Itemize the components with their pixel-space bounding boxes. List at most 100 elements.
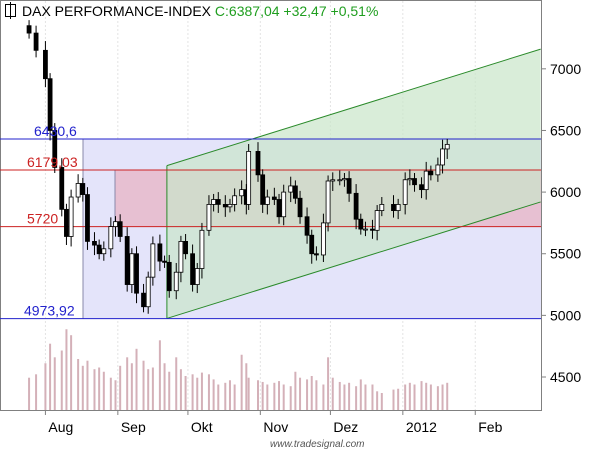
y-tick-label: 4500 [550,369,581,385]
volume-bar [151,367,154,410]
volume-bar [49,343,52,410]
candle-body [363,228,368,231]
volume-bar [158,340,161,410]
price-level-label: 4973,92 [24,303,75,319]
volume-bar [233,384,236,410]
candle-body [325,180,331,224]
volume-bar [343,384,346,410]
volume-bar [273,382,276,410]
volume-bar [200,372,203,410]
volume-bar [126,357,129,410]
candle-body [435,164,441,176]
volume-bar [429,384,432,410]
volume-bar [114,380,117,410]
y-tick-label: 5500 [550,246,581,262]
volume-bar [436,386,439,410]
volume-bar [331,377,334,410]
volume-bar [207,374,210,410]
candle-body [183,241,188,255]
candle-body [374,210,380,231]
volume-bar [355,386,358,410]
candle-body [194,268,200,285]
volume-bar [60,350,63,410]
candle-body [52,130,58,168]
volume-bar [191,374,194,410]
chart-title: DAX PERFORMANCE-INDEX [22,3,212,19]
candle-body [337,179,343,182]
candle-body [402,179,408,205]
volume-bar [420,381,423,410]
candle-body [141,292,146,308]
price-level-label: 6430,6 [34,123,77,139]
volume-bar [184,376,187,410]
volume-bar [413,384,416,410]
candle-body [264,196,270,205]
volume-bar [102,371,105,410]
y-tick-label: 7000 [550,61,581,77]
volume-bar [44,363,47,410]
candle-body [26,25,32,34]
candle-body [47,78,53,131]
volume-bar [130,363,133,410]
candle-body [108,226,114,250]
volume-bar [28,377,31,410]
y-tick-label: 6000 [550,184,581,200]
candle-body [166,261,172,292]
candle-body [353,192,359,220]
candle-body [281,191,287,218]
volume-bar [98,367,101,410]
candle-body [423,170,429,191]
candle-body [64,208,69,237]
candle-body [292,185,298,199]
volume-bar [408,382,411,410]
candle-body [412,178,417,186]
candle-body [96,244,102,255]
volume-bar [371,384,374,410]
candle-body [68,196,74,237]
candle-body [80,183,86,195]
volume-bar [299,377,302,410]
x-tick-label: 2012 [406,419,437,435]
candle-body [395,204,401,211]
candle-body [309,234,315,255]
trend-channel-lower [166,201,541,319]
volume-bar [310,376,313,410]
candle-body [288,185,294,193]
volume-bar [81,365,84,410]
volume-bar [359,379,362,410]
candle-body [321,222,326,256]
volume-bar [306,379,309,410]
candle-body [391,204,396,211]
candle-body [342,178,347,181]
candle-body [92,241,97,246]
candle-body [271,196,277,200]
x-tick-label: Sep [121,419,146,435]
volume-bar [179,369,182,410]
candle-body [117,221,123,237]
volume-bar [142,360,145,410]
chart-header: DAX PERFORMANCE-INDEX C:6387,04 +32,47 +… [5,2,378,19]
x-tick-label: Aug [48,419,73,435]
volume-bar [86,360,89,410]
candle-body [370,228,375,231]
volume-bar [425,382,428,410]
volume-bar [175,357,178,410]
candle-body [215,199,221,205]
volume-bar [397,388,400,410]
volume-bar [245,363,248,410]
candle-body [260,174,266,205]
volume-bar [163,363,166,410]
volume-bar [109,377,112,410]
volume-bar [278,381,281,410]
candle-body [440,148,445,166]
volume-bar [228,380,231,410]
candle-body [232,195,238,205]
volume-bar [322,384,325,410]
candle-body [129,253,135,285]
volume-bar [247,377,250,410]
watermark-text: www.tradesignal.com [270,439,364,450]
candle-body [199,229,205,269]
candle-body [206,204,212,231]
candle-body [178,241,184,273]
